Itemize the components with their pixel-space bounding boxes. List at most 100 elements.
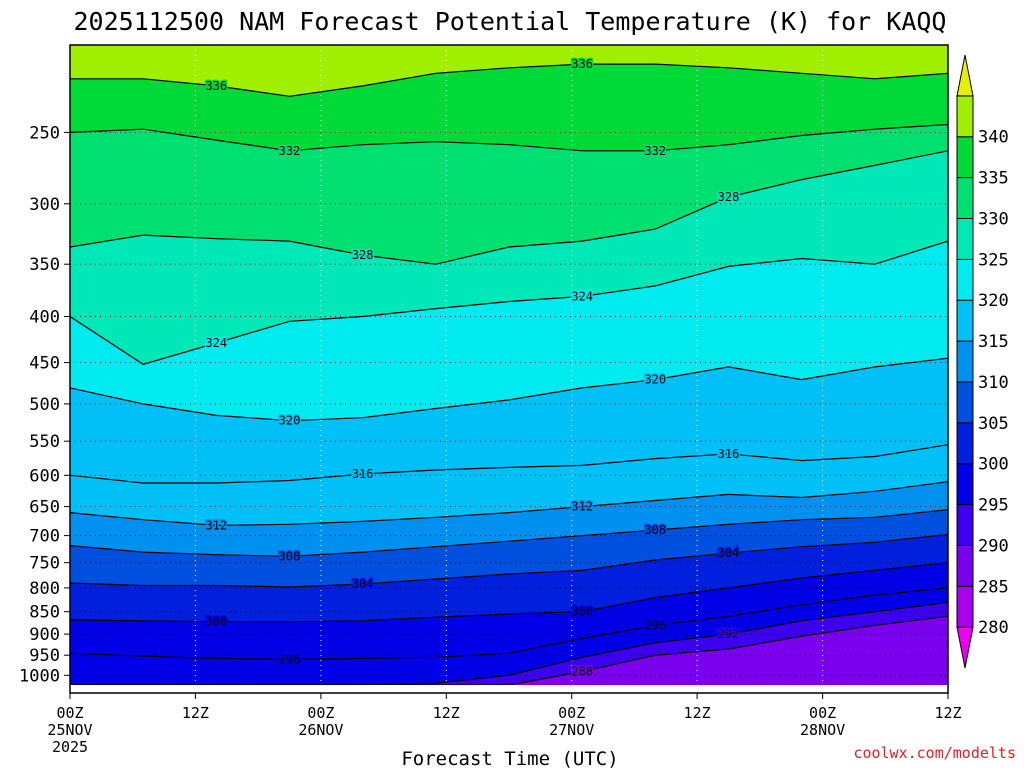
y-tick-label-450: 450 [29,354,60,374]
y-tick-label-250: 250 [29,123,60,143]
colorbar: 280 285 290 295 300 305 310 315 320 325 330 335 340 [956,54,1009,669]
contour-296 [70,587,948,660]
contour-label-324-1: 324 [571,289,593,303]
contour-label-296-1: 296 [644,618,666,632]
plot-area: 336 336 332 332 328 328 324 324 320 320 316 316 312 3… [70,45,948,693]
colorbar-bin-5 [956,422,974,465]
y-tick-label-700: 700 [29,527,60,547]
contour-label-320-1: 320 [644,373,666,387]
y-tick-label-750: 750 [29,554,60,574]
contour-316 [70,444,948,484]
colorbar-label-330: 330 [978,210,1009,230]
contour-332 [70,123,948,152]
x-tick-label-12-1: 12Z [182,704,209,722]
contour-288 [70,615,948,685]
colorbar-bin-3 [956,504,974,546]
colorbar-label-290: 290 [978,536,1009,556]
contour-292 [70,601,948,685]
contour-label-332-0: 332 [279,144,301,158]
x-tick-label-0-3: 2025 [52,738,88,756]
contour-label-304-1: 304 [718,546,740,560]
colorbar-bin-13 [956,95,974,138]
x-tick-label-24-1: 00Z [307,704,334,722]
contour-label-288-1: 288 [571,664,593,678]
contour-324 [70,240,948,365]
x-tick-label-0-1: 00Z [56,704,83,722]
plot-frame [69,44,949,694]
colorbar-bin-2 [956,544,974,587]
site-credit: coolwx.com/modelts [853,744,1016,762]
colorbar-bin-12 [956,136,974,179]
contour-312 [70,481,948,527]
contour-label-328-0: 328 [352,248,374,262]
contour-308 [70,509,948,557]
x-tick-label-84-1: 12Z [934,704,961,722]
contour-label-304-0: 304 [352,577,374,591]
colorbar-label-320: 320 [978,291,1009,311]
colorbar-bin-6 [956,381,974,424]
x-tick-label-72-1: 00Z [809,704,836,722]
y-tick-label-350: 350 [29,255,60,275]
contour-300 [70,562,948,623]
contour-label-328-1: 328 [718,190,740,204]
x-tick-label-48-1: 00Z [558,704,585,722]
colorbar-bin-14 [956,54,974,97]
y-tick-label-800: 800 [29,579,60,599]
colorbar-label-310: 310 [978,373,1009,393]
y-tick-label-500: 500 [29,395,60,415]
y-tick-label-900: 900 [29,625,60,645]
colorbar-bin-7 [956,340,974,383]
x-tick-label-60-1: 12Z [684,704,711,722]
y-tick-label-550: 550 [29,432,60,452]
colorbar-label-305: 305 [978,414,1009,434]
contour-label-308-1: 308 [644,523,666,537]
colorbar-bin-8 [956,299,974,342]
colorbar-bin-11 [956,177,974,220]
ground-surface [70,685,948,693]
x-tick-label-0-2: 25NOV [47,721,92,739]
colorbar-label-295: 295 [978,496,1009,516]
contour-label-300-1: 300 [571,605,593,619]
x-tick-label-36-1: 12Z [433,704,460,722]
colorbar-bin-10 [956,218,974,260]
colorbar-label-280: 280 [978,618,1009,638]
contour-320 [70,357,948,422]
colorbar-label-340: 340 [978,128,1009,148]
contour-label-320-0: 320 [279,414,301,428]
contour-328 [70,150,948,265]
colorbar-bin-4 [956,463,974,506]
contour-label-316-1: 316 [718,447,740,461]
colorbar-label-315: 315 [978,332,1009,352]
grid-lines [70,45,948,685]
x-tick-label-24-2: 26NOV [298,721,343,739]
contour-label-300-0: 300 [205,615,227,629]
contour-label-292-1: 292 [718,627,740,641]
x-tick-label-48-2: 27NOV [549,721,594,739]
colorbar-label-300: 300 [978,455,1009,475]
colorbar-label-285: 285 [978,577,1009,597]
colorbar-bin-0 [956,626,974,669]
contour-label-316-0: 316 [352,467,374,481]
contour-label-296-0: 296 [279,652,301,666]
x-tick-label-72-2: 28NOV [800,721,845,739]
contour-label-336-0: 336 [205,79,227,93]
colorbar-bin-9 [956,258,974,301]
chart-title: 2025112500 NAM Forecast Potential Temper… [74,7,947,36]
y-tick-label-300: 300 [29,195,60,215]
contour-label-332-1: 332 [644,144,666,158]
isentrope-contours: 336 336 332 332 328 328 324 324 320 320 316 316 312 3… [70,56,948,685]
y-tick-label-850: 850 [29,603,60,623]
colorbar-label-335: 335 [978,169,1009,189]
contour-304 [70,533,948,588]
contour-336 [70,63,948,97]
contour-label-308-0: 308 [279,549,301,563]
contour-label-312-1: 312 [571,500,593,514]
contour-label-312-0: 312 [205,518,227,532]
potential-temperature-fill [70,45,948,685]
y-tick-label-950: 950 [29,646,60,666]
colorbar-label-325: 325 [978,250,1009,270]
contour-label-324-0: 324 [205,336,227,350]
colorbar-bin-1 [956,585,974,628]
x-axis-label: Forecast Time (UTC) [401,748,618,768]
